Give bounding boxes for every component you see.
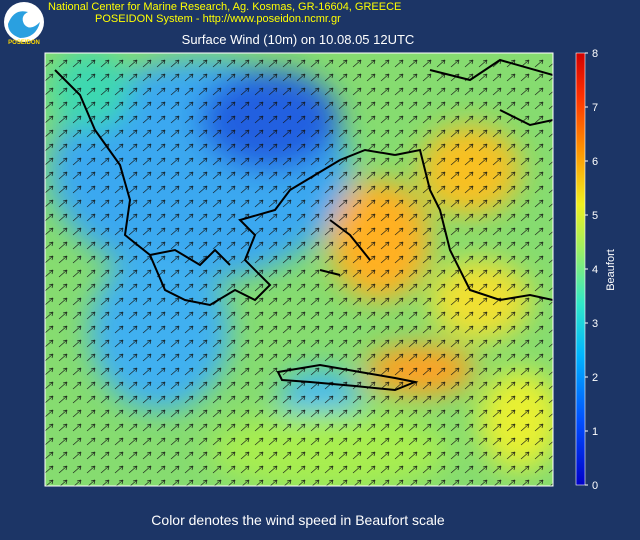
coastline — [54, 58, 553, 392]
colorbar-ticks: 0 1 2 3 4 5 6 7 8 — [585, 48, 598, 492]
colorbar-label: Beaufort — [605, 249, 617, 291]
colorbar-tick-label: 1 — [592, 426, 598, 438]
colorbar-tick-label: 5 — [592, 210, 598, 222]
colorbar-tick-label: 2 — [592, 372, 598, 384]
colorbar-tick-label: 0 — [592, 480, 598, 492]
header-line: POSEIDON System - http://www.poseidon.nc… — [95, 13, 341, 25]
map-frame — [44, 52, 554, 487]
colorbar-tick-label: 7 — [592, 102, 598, 114]
colorbar-tick-label: 6 — [592, 156, 598, 168]
colorbar-tick-label: 4 — [592, 264, 598, 276]
wind-field — [45, 53, 553, 486]
logo-text: POSEIDON — [8, 40, 40, 46]
logo: POSEIDON — [4, 2, 44, 46]
caption: Color denotes the wind speed in Beaufort… — [151, 512, 445, 528]
colorbar-tick-label: 8 — [592, 48, 598, 60]
colorbar — [575, 52, 586, 486]
map-title: Surface Wind (10m) on 10.08.05 12UTC — [182, 32, 415, 47]
colorbar-tick-label: 3 — [592, 318, 598, 330]
header-line: National Center for Marine Research, Ag.… — [48, 1, 401, 13]
